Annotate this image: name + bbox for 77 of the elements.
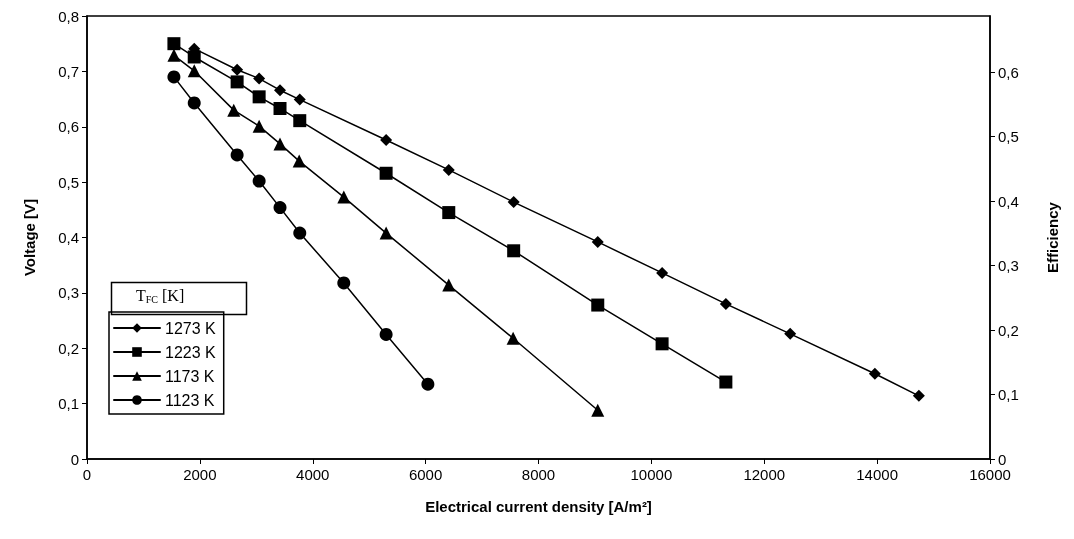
point xyxy=(442,163,455,176)
point xyxy=(784,327,797,340)
x-tick-label: 16000 xyxy=(969,466,1011,483)
legend-label: 1123 K xyxy=(165,391,215,409)
point xyxy=(230,148,244,162)
x-tick-label: 10000 xyxy=(630,466,673,483)
y-tick-label: 0,6 xyxy=(58,118,79,136)
point xyxy=(167,48,181,62)
point xyxy=(337,276,351,290)
y2-tick-label: 0,2 xyxy=(998,321,1019,339)
point xyxy=(719,375,733,389)
x-axis-title: Electrical current density [A/m²] xyxy=(425,498,652,515)
point xyxy=(421,377,435,391)
point xyxy=(379,226,393,240)
x-tick-label: 8000 xyxy=(521,466,556,483)
point xyxy=(442,206,456,220)
y2-axis-title: Efficiency xyxy=(1044,201,1061,273)
y-tick-label: 0,5 xyxy=(58,173,79,191)
point xyxy=(252,119,266,133)
y-tick-label: 0,4 xyxy=(58,229,79,246)
point xyxy=(719,297,732,310)
point xyxy=(380,134,393,147)
point xyxy=(591,298,605,312)
y-tick-label: 0,7 xyxy=(58,62,79,80)
point xyxy=(912,389,925,402)
x-tick-label: 0 xyxy=(82,466,92,483)
point xyxy=(253,72,266,85)
point xyxy=(506,331,520,345)
point xyxy=(273,201,287,215)
y-tick-label: 0 xyxy=(70,450,79,468)
point xyxy=(273,137,287,151)
y2-tick-label: 0,6 xyxy=(998,63,1019,81)
point xyxy=(187,64,201,78)
point xyxy=(187,96,201,110)
x-tick-label: 4000 xyxy=(296,466,330,483)
point xyxy=(273,101,287,115)
point xyxy=(293,226,307,240)
point xyxy=(274,84,287,97)
point xyxy=(337,190,351,204)
point xyxy=(293,93,306,106)
point xyxy=(293,114,307,128)
point xyxy=(591,235,604,248)
x-tick-label: 2000 xyxy=(183,466,217,483)
y-axis-title: Voltage [V] xyxy=(21,198,38,277)
point xyxy=(656,266,669,279)
point xyxy=(507,244,521,258)
point xyxy=(379,166,393,180)
legend-label: 1273 K xyxy=(165,319,217,337)
point xyxy=(252,90,266,104)
point xyxy=(230,75,244,89)
point xyxy=(655,337,669,351)
y-tick-label: 0,3 xyxy=(58,284,79,302)
point xyxy=(167,70,181,84)
y-tick-label: 0,2 xyxy=(58,339,79,357)
point xyxy=(187,50,201,64)
point xyxy=(591,403,605,417)
point xyxy=(231,63,244,76)
y2-tick-label: 0,3 xyxy=(998,257,1019,275)
point xyxy=(379,327,393,341)
x-tick-label: 14000 xyxy=(856,466,898,483)
legend-label: 1173 K xyxy=(165,367,215,385)
y-tick-label: 0,8 xyxy=(58,7,79,25)
x-tick-label: 12000 xyxy=(743,466,786,483)
point xyxy=(227,103,241,117)
y2-tick-label: 0,4 xyxy=(998,192,1019,210)
point xyxy=(292,154,306,168)
x-tick-label: 6000 xyxy=(408,466,443,483)
y2-tick-label: 0 xyxy=(998,450,1007,468)
y-tick-label: 0,1 xyxy=(58,395,79,413)
y2-tick-label: 0,5 xyxy=(998,128,1019,146)
point xyxy=(507,196,520,209)
y2-tick-label: 0,1 xyxy=(998,386,1019,404)
point xyxy=(442,278,456,292)
legend-label: 1223 K xyxy=(165,343,217,361)
point xyxy=(868,367,881,380)
point xyxy=(167,37,181,51)
point xyxy=(252,174,266,188)
